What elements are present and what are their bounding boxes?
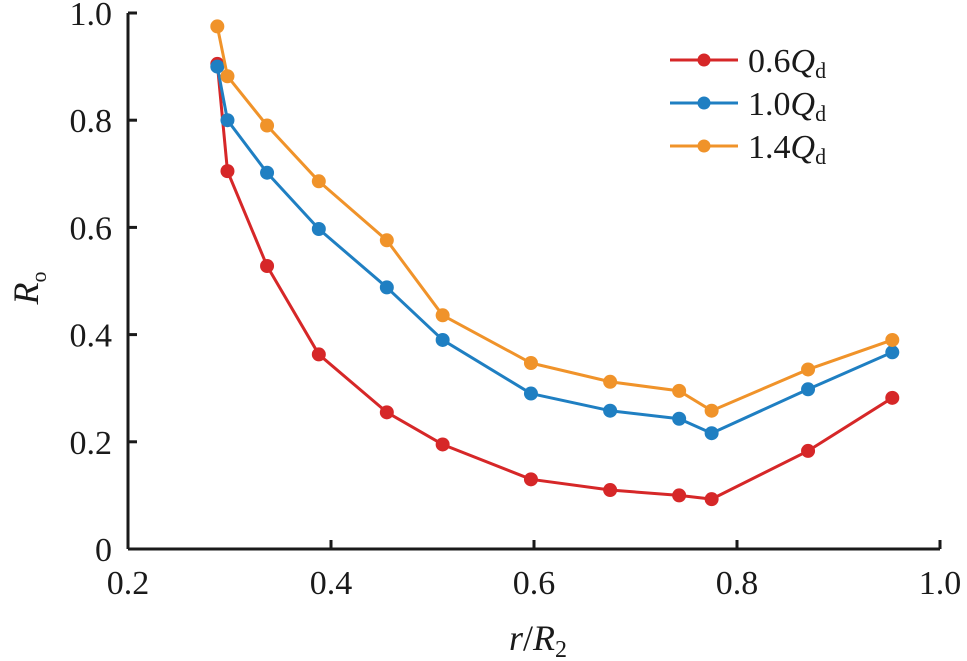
data-point [704,426,719,441]
data-point [801,382,816,397]
series-1.4Qd [210,19,900,418]
data-point [801,362,816,377]
y-tick-label: 0 [95,532,112,569]
series-line [215,26,893,413]
legend-label: 1.0Qd [748,86,826,126]
legend-label-num: 1.0 [748,86,791,123]
data-point [704,492,719,507]
y-axis-title-sub: o [26,272,51,283]
x-tick-label: 0.8 [716,565,759,602]
legend-swatch-marker [697,139,711,153]
data-point [210,19,225,34]
x-axis-title-sub: 2 [555,637,567,661]
x-tick-label: 0.4 [310,565,353,602]
y-tick-label: 0.6 [70,210,113,247]
data-point [220,113,235,128]
data-point [260,258,275,273]
data-point [435,332,450,347]
x-axis-title-var: R [532,618,555,658]
data-point [220,164,235,179]
x-tick-label: 0.6 [513,565,556,602]
legend-label-sub: d [815,58,826,83]
legend-label-num: 1.4 [748,129,791,166]
data-point [523,472,538,487]
legend-label-var: Q [791,43,816,80]
x-axis-title-sep: / [523,618,533,658]
legend-label: 0.6Qd [748,43,826,83]
data-point [603,403,618,418]
data-point [311,174,326,189]
data-point [885,390,900,405]
data-point [523,386,538,401]
legend-item-1: 1.0Qd [670,86,826,126]
y-tick-label: 1.0 [70,0,113,33]
legend-label-sub: d [815,144,826,169]
y-axis-title: Ro [6,272,51,306]
data-point [603,374,618,389]
x-axis-title: r/R2 [509,618,567,661]
data-point [603,483,618,498]
data-point [523,356,538,371]
data-point [220,69,235,84]
data-point [885,332,900,347]
x-axis-title-main: r [509,618,524,658]
series-line [215,66,893,435]
x-tick-label: 1.0 [919,565,962,602]
legend-label-sub: d [815,101,826,126]
legend: 0.6Qd 1.0Qd 1.4Qd [670,43,826,169]
y-tick-label: 0.4 [70,318,113,355]
y-tick-label: 0.2 [70,425,113,462]
ticks: 0.2 0.4 0.6 0.8 1.000.20.40.60.81.0 [70,0,962,602]
x-tick-label: 0.2 [107,565,150,602]
data-point [435,437,450,452]
series-layer [210,19,900,507]
legend-label-var: Q [791,86,816,123]
data-point [311,347,326,362]
data-point [885,345,900,360]
legend-swatch-marker [697,96,711,110]
legend-swatch-marker [697,53,711,67]
axes [126,13,940,551]
y-axis-title-var: R [6,283,46,306]
data-point [704,403,719,418]
y-tick-label: 0.8 [70,103,113,140]
data-point [379,280,394,295]
series-1.0Qd [210,59,900,441]
data-point [260,165,275,180]
data-point [379,405,394,420]
data-point [435,308,450,323]
legend-label: 1.4Qd [748,129,826,169]
data-point [801,443,816,458]
series-0.6Qd [210,56,900,507]
legend-label-num: 0.6 [748,43,791,80]
data-point [260,118,275,133]
data-point [210,59,225,74]
legend-item-0: 0.6Qd [670,43,826,83]
data-point [379,233,394,248]
data-point [672,411,687,426]
series-line [215,63,894,501]
legend-label-var: Q [791,129,816,166]
data-point [311,222,326,237]
legend-item-2: 1.4Qd [670,129,826,169]
data-point [672,383,687,398]
data-point [672,488,687,503]
